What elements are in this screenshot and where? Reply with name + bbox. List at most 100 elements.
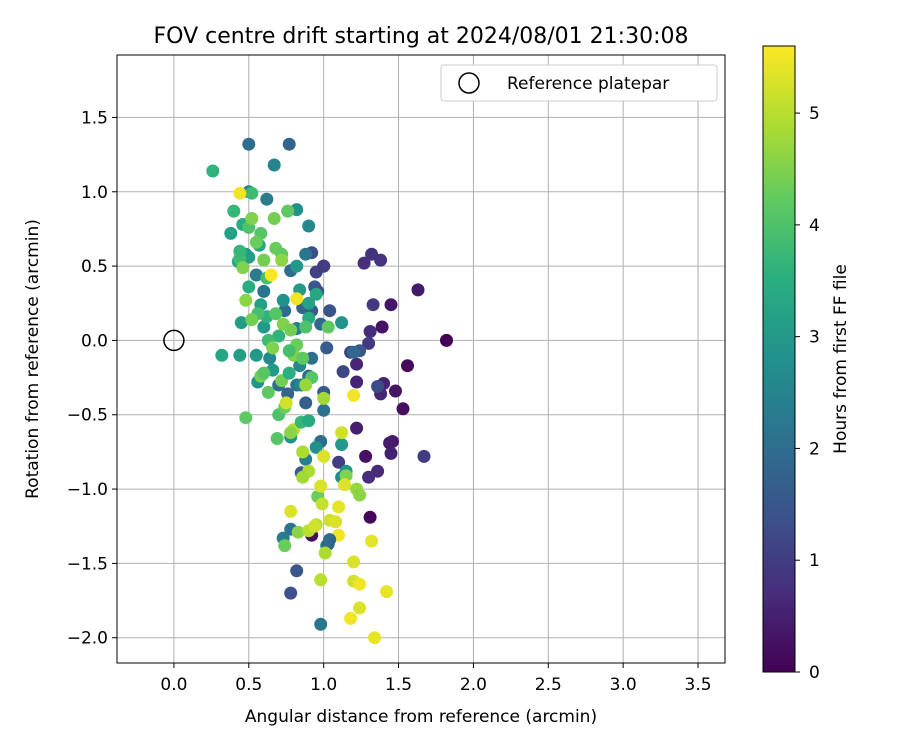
data-point [302, 219, 316, 233]
data-point [323, 304, 337, 318]
data-point [317, 391, 331, 405]
grid [117, 55, 725, 663]
data-point [278, 539, 292, 553]
data-point [383, 436, 397, 450]
data-point [318, 546, 332, 560]
data-point [350, 375, 364, 389]
data-point [302, 414, 316, 428]
data-point [272, 329, 286, 343]
data-point [239, 411, 253, 425]
data-point [282, 366, 296, 380]
data-point [276, 293, 290, 307]
colorbar-tick-label: 1 [809, 551, 820, 571]
data-point [302, 296, 316, 310]
data-point [320, 341, 334, 355]
data-point [335, 438, 349, 451]
data-point [245, 313, 259, 327]
colorbar-gradient [762, 45, 796, 673]
data-point [350, 357, 364, 371]
data-point [309, 440, 323, 454]
reference-platepar-legend-marker [458, 72, 480, 94]
data-point [275, 253, 289, 267]
y-axis-ticks: −2.0 −1.5 −1.0 −0.5 0.0 0.5 1.0 1.5 [67, 108, 117, 649]
data-point [363, 325, 377, 338]
x-tick-label: 3.5 [685, 675, 712, 695]
data-point [257, 366, 271, 380]
y-tick-label: −2.0 [67, 629, 108, 649]
data-point [440, 333, 453, 347]
data-point [215, 348, 229, 362]
data-point [305, 351, 319, 365]
data-point [332, 455, 346, 469]
data-point [332, 500, 346, 514]
x-tick-label: 0.5 [235, 675, 262, 695]
x-tick-label: 3.0 [610, 675, 637, 695]
data-point [417, 449, 431, 463]
data-point [323, 533, 337, 547]
x-tick-label: 2.0 [460, 675, 487, 695]
colorbar-tick-label: 4 [809, 216, 820, 236]
data-point [350, 421, 364, 435]
data-point [236, 261, 250, 275]
data-point [257, 320, 271, 334]
data-point [314, 617, 328, 631]
data-point [308, 519, 322, 533]
data-point [309, 287, 323, 301]
data-point [299, 396, 313, 410]
data-point [296, 470, 310, 484]
data-point [344, 611, 358, 625]
x-tick-label: 2.5 [535, 675, 562, 695]
data-point [284, 586, 298, 600]
y-tick-label: −1.0 [67, 480, 108, 500]
data-point [380, 585, 394, 599]
data-point [242, 280, 256, 294]
data-point [321, 320, 335, 334]
data-point [389, 384, 402, 398]
data-point [362, 336, 376, 350]
legend-entry-reference-platepar: Reference platepar [507, 74, 669, 94]
data-point [233, 244, 247, 258]
data-point [281, 204, 295, 218]
data-point [353, 488, 367, 502]
data-point [284, 323, 298, 337]
data-point [299, 247, 313, 261]
colorbar-tick-label: 3 [809, 328, 820, 348]
chart-title: FOV centre drift starting at 2024/08/01 … [154, 24, 689, 49]
data-point [315, 497, 329, 511]
data-point [411, 283, 425, 297]
data-point [299, 320, 313, 334]
data-point [260, 192, 274, 206]
data-point [401, 359, 414, 373]
data-point [314, 479, 328, 493]
data-point [249, 235, 263, 249]
data-point [296, 351, 310, 365]
data-point [270, 432, 284, 445]
data-point [261, 385, 275, 399]
data-point [338, 478, 352, 492]
colorbar-ticks: 0 1 2 3 4 5 [795, 104, 820, 683]
data-point [234, 316, 248, 330]
colorbar-tick-label: 0 [809, 663, 820, 683]
data-point [335, 316, 349, 330]
data-point [227, 204, 241, 218]
data-point [224, 226, 238, 240]
data-point [242, 137, 256, 151]
data-point [375, 320, 389, 334]
data-point [353, 601, 367, 615]
data-point [347, 555, 361, 569]
data-point [279, 396, 293, 410]
data-point [363, 510, 377, 524]
data-point [206, 164, 220, 178]
data-point [371, 380, 385, 393]
data-point [368, 631, 382, 645]
y-tick-label: 1.0 [81, 183, 108, 203]
plot-frame [116, 54, 726, 664]
data-point [347, 345, 361, 359]
colorbar-tick-label: 2 [809, 439, 820, 459]
x-axis-ticks: 0.0 0.5 1.0 1.5 2.0 2.5 3.0 3.5 [160, 663, 712, 695]
data-point [282, 344, 296, 358]
data-point [314, 573, 328, 587]
y-axis-label: Rotation from reference (arcmin) [23, 219, 43, 499]
y-tick-label: 1.5 [81, 108, 108, 128]
